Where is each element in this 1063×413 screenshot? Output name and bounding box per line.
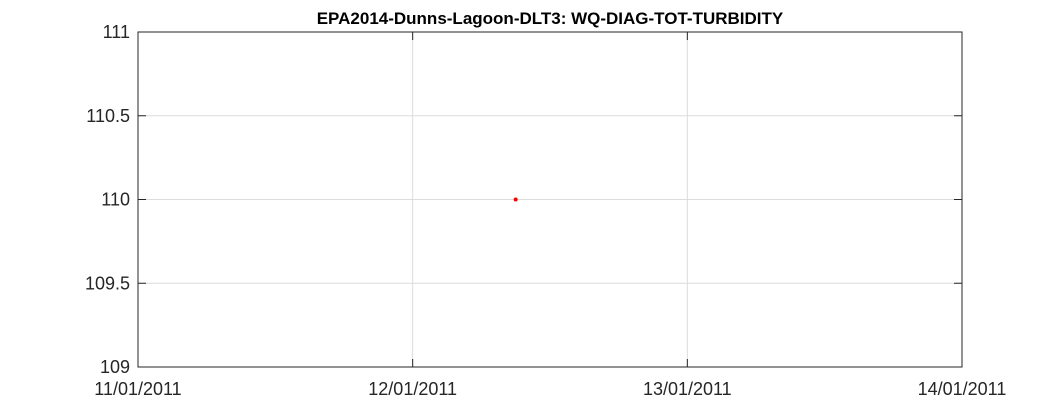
x-tick-label: 11/01/2011 xyxy=(94,379,181,399)
chart-title: EPA2014-Dunns-Lagoon-DLT3: WQ-DIAG-TOT-T… xyxy=(317,9,784,28)
data-point xyxy=(513,197,518,202)
x-tick-label: 13/01/2011 xyxy=(643,379,732,399)
y-tick-label: 110.5 xyxy=(86,106,130,126)
axis-ticks: 11/01/2011 12/01/2011 13/01/2011 14/01/2011… xyxy=(85,22,1006,399)
x-tick-label: 12/01/2011 xyxy=(368,379,457,399)
x-tick-label: 14/01/2011 xyxy=(918,379,1007,399)
y-tick-label: 110 xyxy=(101,190,130,210)
plot-frame xyxy=(137,31,963,368)
gridlines xyxy=(138,32,962,367)
y-tick-label: 109.5 xyxy=(85,273,130,293)
y-tick-label: 111 xyxy=(103,22,130,42)
y-tick-label: 109 xyxy=(100,357,130,377)
data-points xyxy=(513,197,518,202)
